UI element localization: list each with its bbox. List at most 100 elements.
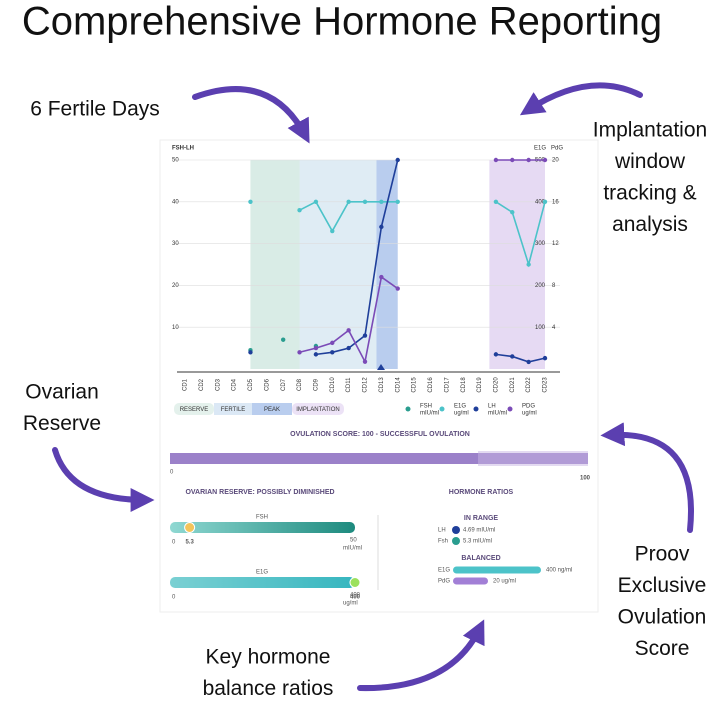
ratios-title: HORMONE RATIOS <box>449 489 514 496</box>
x-tick-label: CD21 <box>510 377 516 393</box>
phase-pill <box>292 403 344 415</box>
point <box>362 199 368 204</box>
y3-tick-label: 16 <box>552 199 559 205</box>
legend-label: E1G <box>454 404 466 410</box>
point <box>379 224 384 230</box>
callout: Implantation <box>593 119 707 142</box>
ratio-name: Fsh <box>438 539 448 545</box>
phase-label: IMPLANTATION <box>296 407 339 413</box>
point <box>395 286 400 291</box>
point <box>379 199 384 204</box>
point <box>542 157 548 163</box>
phase-label: RESERVE <box>180 407 209 413</box>
callout: analysis <box>612 213 688 236</box>
reserve-max: 400 <box>350 593 361 599</box>
x-tick-label: CD2 <box>199 378 205 391</box>
y-tick-label: 40 <box>172 199 179 205</box>
point <box>493 199 499 204</box>
ratio-group: BALANCED <box>461 555 500 562</box>
axis-label: E1G <box>534 146 546 152</box>
x-tick-label: CD9 <box>313 378 319 391</box>
reserve-marker <box>184 522 196 533</box>
x-tick-label: CD8 <box>297 378 303 391</box>
x-tick-label: CD15 <box>412 377 418 393</box>
point <box>542 199 548 204</box>
legend-dot <box>405 406 411 412</box>
reserve-label: E1G <box>256 570 268 576</box>
callout: window <box>614 150 686 173</box>
point <box>379 274 384 280</box>
score-title: OVULATION SCORE: 100 - SUCCESSFUL OVULAT… <box>290 431 470 438</box>
x-tick-label: CD18 <box>461 377 467 393</box>
series-line <box>315 159 399 356</box>
x-tick-label: CD19 <box>477 377 483 393</box>
point <box>297 350 302 355</box>
ratio-value: 4.69 mIU/ml <box>463 528 495 534</box>
reserve-bar <box>170 522 355 533</box>
title: Comprehensive Hormone Reporting <box>22 0 662 44</box>
phase-pill <box>252 403 292 415</box>
reserve-value: 5.3 <box>185 540 194 546</box>
x-tick-label: CD14 <box>395 377 401 393</box>
x-tick-label: CD13 <box>379 377 385 393</box>
phase-pill <box>174 403 214 415</box>
y3-tick-label: 4 <box>552 325 556 331</box>
point <box>493 352 499 357</box>
x-tick-label: CD22 <box>526 377 532 393</box>
point <box>493 157 499 163</box>
point <box>248 199 253 204</box>
phase-label: FERTILE <box>221 407 246 413</box>
y2-tick-label: 100 <box>535 325 546 331</box>
point <box>510 210 515 215</box>
x-tick-label: CD20 <box>493 377 499 393</box>
point <box>346 199 351 204</box>
series-line <box>495 353 546 363</box>
y-tick-label: 20 <box>172 283 179 289</box>
y2-tick-label: 300 <box>535 241 546 247</box>
y-tick-label: 10 <box>172 325 179 331</box>
legend-unit: mIU/ml <box>488 411 507 417</box>
callout: Proov <box>635 543 690 566</box>
x-tick-label: CD4 <box>232 378 238 391</box>
point <box>362 359 368 364</box>
arrows <box>52 82 694 692</box>
ratio-dot <box>452 526 460 534</box>
legend-label: FSH <box>420 404 432 410</box>
point <box>395 199 400 204</box>
reserve-shade <box>250 160 300 369</box>
reserve-max: 50 <box>350 538 357 544</box>
point <box>526 157 531 163</box>
callout: Key hormone <box>206 646 331 669</box>
y3-tick-label: 12 <box>552 241 559 247</box>
legend-dot <box>473 406 479 412</box>
x-tick-label: CD7 <box>281 378 287 391</box>
phase-label: PEAK <box>264 407 280 413</box>
x-tick-label: CD11 <box>346 377 352 393</box>
point <box>248 350 253 355</box>
ratio-value: 400 ng/ml <box>546 568 572 574</box>
point <box>395 157 400 163</box>
y2-tick-label: 400 <box>535 199 546 205</box>
point <box>362 333 368 338</box>
callout: Score <box>635 637 690 660</box>
score-hatch <box>478 451 588 466</box>
score-min: 0 <box>170 470 174 476</box>
axis-label: PdG <box>551 146 563 152</box>
ratio-value: 5.3 mIU/ml <box>463 539 492 545</box>
point <box>313 199 319 204</box>
legend-unit: ug/ml <box>454 411 469 417</box>
reserve-unit: mIU/ml <box>343 546 362 552</box>
reserve-unit: ug/ml <box>343 601 358 607</box>
ratio-name: PdG <box>438 579 450 585</box>
point <box>526 262 531 267</box>
peak-marker <box>377 364 385 370</box>
ratio-name: E1G <box>438 568 450 574</box>
legend-dot <box>507 406 513 412</box>
point <box>542 355 548 361</box>
legend-unit: mIU/ml <box>420 411 439 417</box>
y3-tick-label: 20 <box>552 158 559 164</box>
reserve-min: 0 <box>172 540 176 546</box>
y2-tick-label: 200 <box>535 283 546 289</box>
callout: Exclusive <box>618 574 707 597</box>
